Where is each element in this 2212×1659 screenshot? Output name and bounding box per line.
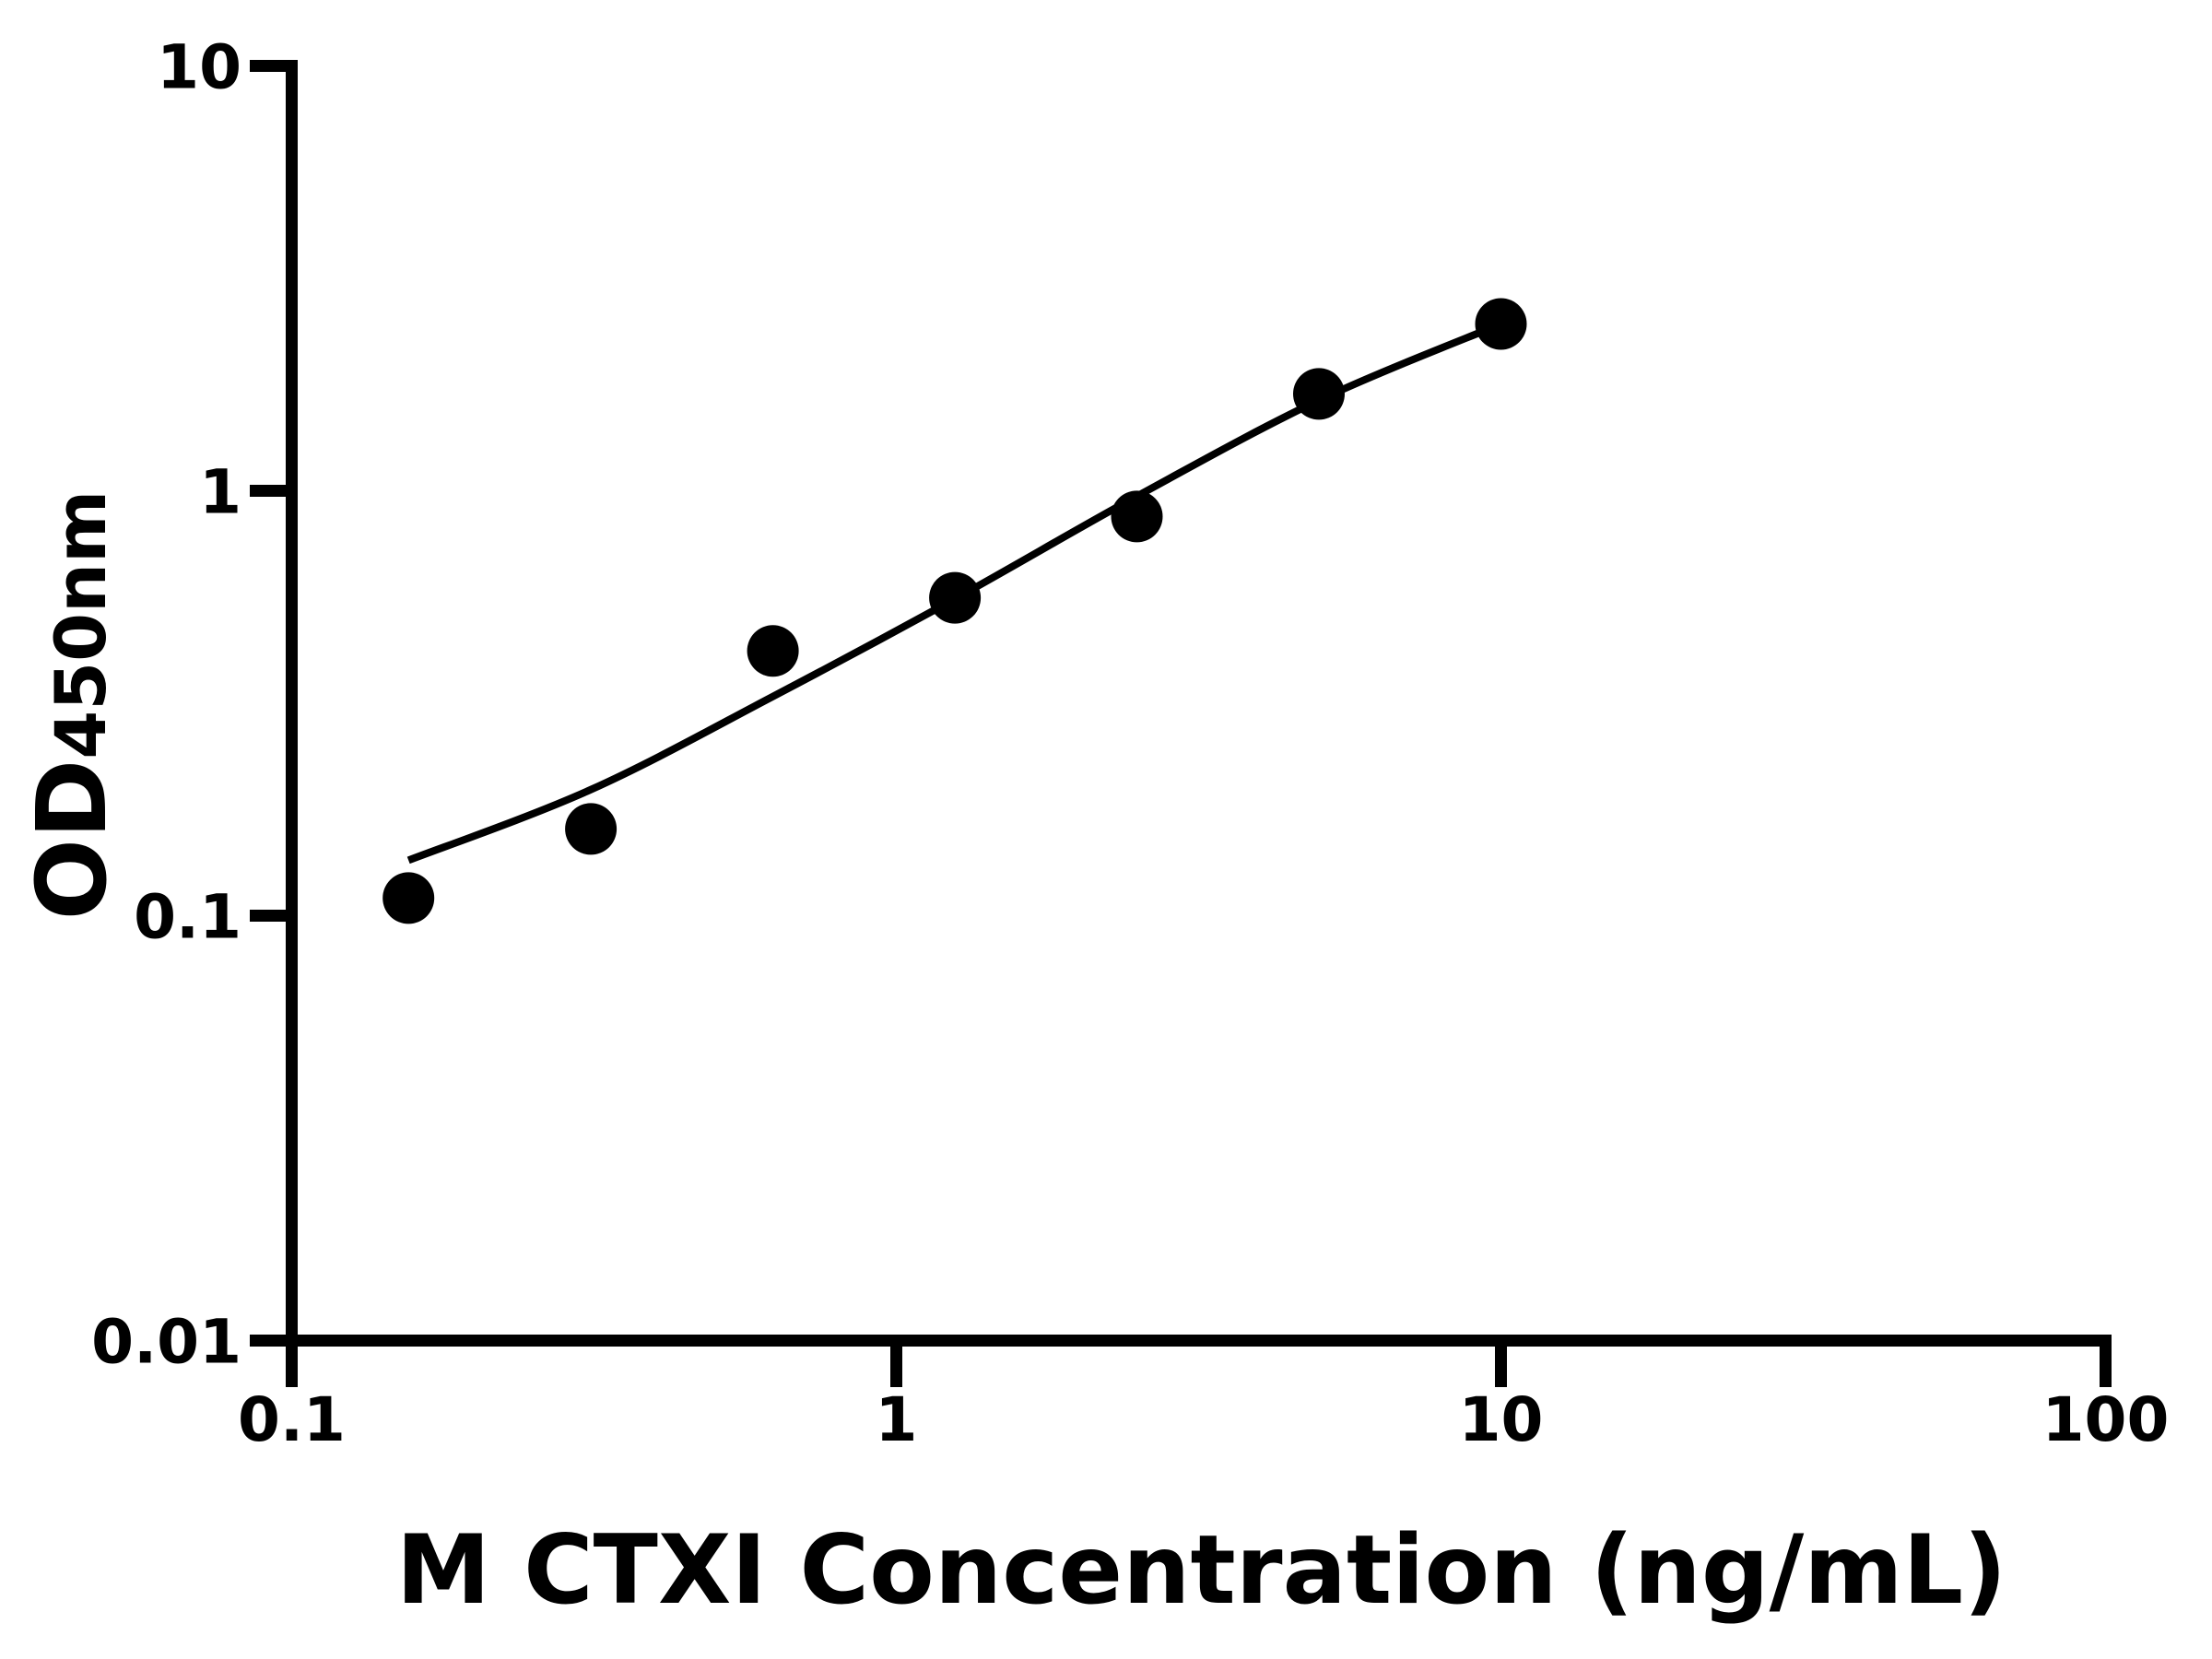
y-tick-label: 0.1 [134,882,241,953]
x-tick-label: 100 [2042,1384,2170,1455]
y-tick-label: 0.01 [91,1307,241,1378]
x-tick-label: 10 [1459,1384,1544,1455]
x-axis-title: M CTXI Concentration (ng/mL) [395,1515,2007,1626]
y-axis-title: OD450nm [16,490,128,921]
x-tick-label: 1 [876,1384,918,1455]
x-tick-label: 0.1 [238,1384,346,1455]
y-tick-label: 1 [199,457,241,528]
data-point [1293,368,1345,420]
data-point [929,571,982,624]
y-axis-title-main: OD [16,759,128,921]
data-point [1111,490,1163,543]
data-point [1475,298,1527,350]
y-tick-label: 10 [157,32,241,103]
data-point [747,625,799,677]
data-point [382,872,435,924]
y-axis-title-subscript: 450nm [40,489,122,759]
data-point [565,803,618,855]
